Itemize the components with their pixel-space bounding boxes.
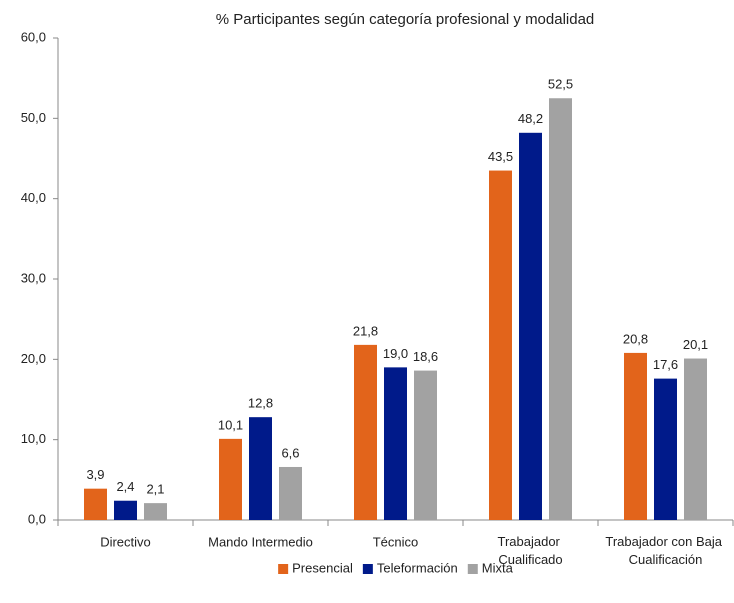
y-tick-label: 30,0 (21, 270, 46, 285)
y-tick-label: 20,0 (21, 351, 46, 366)
y-tick-label: 0,0 (28, 511, 46, 526)
bar (489, 170, 512, 521)
x-tick-label: Trabajador Cualificado (498, 534, 564, 567)
data-label: 10,1 (218, 417, 243, 432)
bar (384, 367, 407, 520)
y-tick-label: 50,0 (21, 110, 46, 125)
data-label: 17,6 (653, 357, 678, 372)
bar (84, 488, 107, 520)
y-tick-label: 60,0 (21, 29, 46, 44)
legend-label: Mixta (482, 560, 514, 575)
data-label: 20,8 (623, 331, 648, 346)
data-label: 21,8 (353, 323, 378, 338)
bar (684, 358, 707, 520)
bar (144, 503, 167, 520)
bar (219, 438, 242, 520)
legend-swatch (467, 564, 478, 574)
data-label: 2,1 (146, 482, 164, 497)
chart-title: % Participantes según categoría profesio… (216, 11, 595, 28)
data-label: 18,6 (413, 349, 438, 364)
data-label: 3,9 (86, 467, 104, 482)
data-label: 2,4 (116, 479, 134, 494)
legend-label: Presencial (292, 560, 353, 575)
legend-label: Teleformación (377, 560, 458, 575)
bar (624, 352, 647, 520)
data-label: 43,5 (488, 149, 513, 164)
y-tick-label: 10,0 (21, 431, 46, 446)
bar (654, 378, 677, 520)
x-tick-label: Mando Intermedio (208, 534, 313, 549)
bar (519, 132, 542, 520)
data-label: 6,6 (281, 445, 299, 460)
bar (114, 500, 137, 520)
bar (549, 98, 572, 520)
data-label: 48,2 (518, 111, 543, 126)
x-tick-label: Técnico (373, 534, 419, 549)
data-label: 20,1 (683, 337, 708, 352)
data-label: 19,0 (383, 346, 408, 361)
data-label: 12,8 (248, 396, 273, 411)
x-tick-label: Trabajador con Baja Cualificación (605, 534, 725, 567)
bar (354, 344, 377, 520)
bar (279, 466, 302, 520)
data-label: 52,5 (548, 77, 573, 92)
y-tick-label: 40,0 (21, 190, 46, 205)
bar (414, 370, 437, 520)
legend-swatch (362, 564, 373, 574)
bar (249, 417, 272, 520)
legend-swatch (278, 564, 289, 574)
x-tick-label: Directivo (100, 534, 151, 549)
